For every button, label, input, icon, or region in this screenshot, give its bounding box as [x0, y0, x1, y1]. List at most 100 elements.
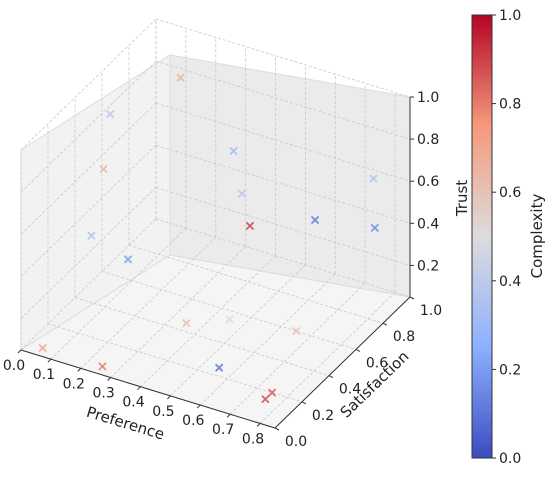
colorbar-tick-label: 0.4 [499, 274, 521, 290]
data-point [229, 147, 238, 155]
grid-line-x [170, 264, 306, 397]
y-tick-mark [274, 427, 280, 431]
data-point [182, 319, 191, 328]
grid-line-y [128, 244, 384, 324]
data-point-stroke [215, 363, 224, 372]
colorbar-label: Complexity [528, 194, 546, 279]
colorbar-tick-label: 0.0 [499, 451, 521, 467]
data-point [38, 344, 47, 352]
z-tick-label: 1.0 [417, 90, 439, 106]
data-point-stroke [87, 231, 96, 240]
data-point-stroke [229, 147, 238, 155]
data-point-stroke [182, 319, 191, 328]
grid-line-y [47, 323, 303, 403]
y-tick-mark [328, 375, 334, 379]
z-tick-label: 0.8 [417, 132, 439, 148]
z-tick-label: 0.4 [417, 216, 439, 232]
data-point [292, 327, 301, 335]
grid-line-x [259, 292, 396, 424]
x-tick-label: 0.6 [182, 413, 204, 429]
x-tick-label: 0.5 [152, 404, 174, 420]
axis-lines [20, 97, 411, 429]
data-point-stroke [246, 222, 254, 230]
x-tick-mark [17, 349, 22, 354]
y-tick-label: 0.4 [339, 382, 361, 398]
grid-line-x [50, 227, 187, 360]
colorbar: 0.0 0.2 0.4 0.6 0.8 1.0 Complexity [471, 8, 546, 467]
data-point [99, 165, 108, 173]
data-point [215, 363, 224, 372]
colorbar-ticks: 0.0 0.2 0.4 0.6 0.8 1.0 [492, 8, 521, 467]
x-tick-mark [226, 413, 231, 418]
colorbar-tick-label: 0.6 [499, 185, 521, 201]
grid-line-z [155, 60, 411, 140]
data-point-stroke [99, 165, 108, 173]
grid-line-z [20, 60, 157, 193]
x-tick-label: 0.7 [212, 422, 234, 438]
x-tick-mark [196, 404, 201, 409]
colorbar-gradient [471, 14, 493, 459]
data-point-stroke [311, 216, 319, 224]
data-point-stroke [237, 189, 246, 198]
grid-line-z [20, 187, 157, 319]
data-point-stroke [369, 174, 378, 183]
x-tick-label: 0.3 [93, 386, 115, 402]
grid-line-z [20, 102, 157, 235]
grid-line-y [74, 297, 330, 376]
data-point-stroke [268, 388, 277, 397]
data-point [225, 315, 234, 324]
y-axis-line [274, 296, 411, 429]
y-tick-mark [301, 401, 307, 405]
tick-labels: 0.0 0.1 0.2 0.3 0.4 0.5 0.6 0.7 0.8 0.0 0.2 0.4 0.6 0… [3, 90, 442, 450]
grid-line-z [20, 18, 157, 151]
grid-line-x [20, 218, 157, 351]
y-tick-label: 0.8 [393, 329, 415, 345]
data-point-stroke [176, 73, 185, 82]
x-tick-mark [77, 367, 82, 372]
data-point [370, 223, 379, 232]
x-tick-mark [256, 423, 261, 427]
data-points [38, 73, 379, 404]
data-point [176, 73, 185, 82]
data-point-stroke [38, 344, 47, 352]
data-point [98, 362, 107, 371]
x-tick-mark [167, 395, 171, 400]
y-tick-label: 0.6 [366, 355, 388, 371]
data-point [87, 231, 96, 240]
colorbar-tick-label: 1.0 [499, 8, 521, 24]
data-point-stroke [370, 223, 379, 232]
x-tick-label: 0.0 [3, 358, 25, 374]
data-point [311, 216, 319, 224]
grid-line-z [155, 187, 411, 266]
grid-line-x [200, 273, 336, 406]
grid-line-y [101, 271, 357, 350]
grid-line-x [140, 255, 276, 387]
grid-line-x [80, 237, 217, 369]
data-point-stroke [261, 395, 270, 404]
data-point-stroke [292, 327, 301, 335]
x-tick-label: 0.8 [242, 431, 264, 447]
data-point-stroke [106, 110, 115, 119]
y-tick-label: 0.0 [285, 434, 307, 450]
x-tick-mark [137, 386, 141, 391]
grid-line-z [20, 145, 157, 277]
data-point [246, 222, 254, 230]
grid-line-y [155, 218, 411, 298]
z-tick-label: 0.2 [417, 258, 439, 274]
colorbar-tick-label: 0.8 [499, 97, 521, 113]
data-point [261, 395, 270, 404]
y-tick-mark [355, 348, 361, 352]
y-tick-mark [409, 296, 415, 300]
data-point [268, 388, 277, 397]
tick-marks [17, 96, 415, 431]
data-point [124, 255, 132, 264]
grid-line-z [155, 102, 411, 182]
data-point [237, 189, 246, 198]
colorbar-tick-label: 0.2 [499, 362, 521, 378]
y-tick-label: 0.2 [312, 408, 334, 424]
z-axis-label: Trust [453, 180, 471, 217]
grid-line-x [229, 282, 366, 415]
x-tick-label: 0.4 [122, 395, 144, 411]
x-axis-line [20, 349, 276, 429]
